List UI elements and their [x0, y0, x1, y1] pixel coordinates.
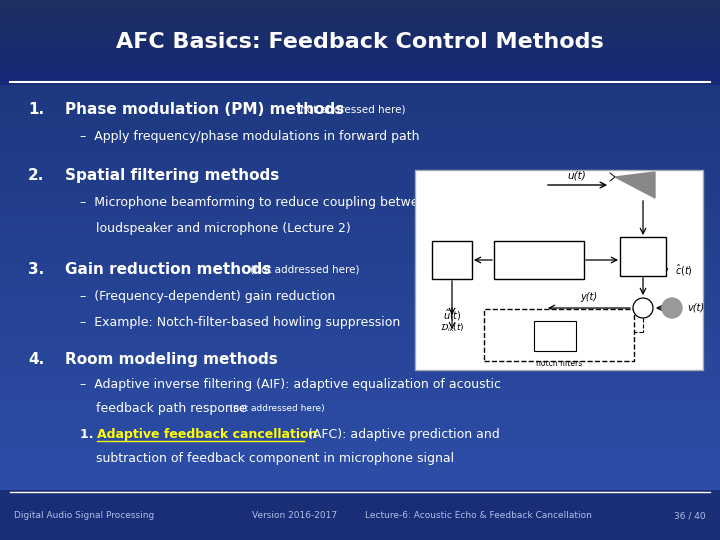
Text: feedback path response: feedback path response: [80, 402, 247, 415]
Text: Room modeling methods: Room modeling methods: [65, 352, 278, 367]
FancyBboxPatch shape: [494, 241, 584, 279]
Text: detection: detection: [518, 267, 561, 275]
Text: Spatial filtering methods: Spatial filtering methods: [65, 168, 279, 183]
Text: 3.: 3.: [28, 262, 44, 277]
Text: 2.: 2.: [28, 168, 45, 183]
Text: Version 2016-2017: Version 2016-2017: [252, 511, 337, 521]
Text: (not addressed here): (not addressed here): [247, 264, 359, 274]
Text: (AFC): adaptive prediction and: (AFC): adaptive prediction and: [304, 428, 500, 441]
Text: –  (Frequency-dependent) gain reduction: – (Frequency-dependent) gain reduction: [80, 290, 336, 303]
Text: $\hat{u}(t)$: $\hat{u}(t)$: [443, 307, 462, 322]
Text: $\mathcal{D}_{ik}(t)$: $\mathcal{D}_{ik}(t)$: [440, 322, 464, 334]
FancyBboxPatch shape: [415, 170, 703, 370]
Text: Digital Audio Signal Processing: Digital Audio Signal Processing: [14, 511, 154, 521]
Text: –  Microphone beamforming to reduce coupling between: – Microphone beamforming to reduce coupl…: [80, 196, 434, 209]
Text: r: r: [521, 323, 525, 333]
Polygon shape: [615, 172, 655, 198]
Text: loudspeaker and microphone (Lecture 2): loudspeaker and microphone (Lecture 2): [80, 222, 351, 235]
Text: 1.: 1.: [80, 428, 98, 441]
Text: bank of adjustable: bank of adjustable: [523, 352, 595, 361]
Circle shape: [633, 298, 653, 318]
Text: y(t): y(t): [580, 292, 598, 302]
Text: u(t): u(t): [567, 170, 586, 180]
FancyBboxPatch shape: [484, 309, 634, 361]
Text: 36 / 40: 36 / 40: [675, 511, 706, 521]
Text: Lecture-6: Acoustic Echo & Feedback Cancellation: Lecture-6: Acoustic Echo & Feedback Canc…: [365, 511, 592, 521]
Text: Phase modulation (PM) methods: Phase modulation (PM) methods: [65, 102, 344, 117]
Text: F: F: [637, 248, 649, 266]
Text: G: G: [445, 251, 459, 269]
Text: (not addressed here): (not addressed here): [293, 104, 405, 114]
Text: w: w: [550, 329, 560, 342]
Text: (not addressed here): (not addressed here): [224, 404, 325, 413]
Text: 1.: 1.: [28, 102, 44, 117]
Text: Adaptive feedback cancellation: Adaptive feedback cancellation: [97, 428, 318, 441]
Text: AFC Basics: Feedback Control Methods: AFC Basics: Feedback Control Methods: [116, 32, 604, 52]
Text: –  Apply frequency/phase modulations in forward path: – Apply frequency/phase modulations in f…: [80, 130, 420, 143]
Text: $\hat{c}(t)$: $\hat{c}(t)$: [675, 262, 693, 278]
Text: subtraction of feedback component in microphone signal: subtraction of feedback component in mic…: [80, 452, 454, 465]
Text: –  Adaptive inverse filtering (AIF): adaptive equalization of acoustic: – Adaptive inverse filtering (AIF): adap…: [80, 378, 501, 391]
Text: Gain reduction methods: Gain reduction methods: [65, 262, 271, 277]
Text: howling: howling: [521, 253, 557, 261]
FancyBboxPatch shape: [432, 241, 472, 279]
Text: v(t): v(t): [687, 303, 704, 313]
Text: 4.: 4.: [28, 352, 44, 367]
Text: notch filters: notch filters: [536, 359, 582, 368]
FancyBboxPatch shape: [620, 237, 666, 276]
Circle shape: [662, 298, 682, 318]
Text: –  Example: Notch-filter-based howling suppression: – Example: Notch-filter-based howling su…: [80, 316, 400, 329]
FancyBboxPatch shape: [534, 321, 576, 351]
Text: +: +: [638, 301, 648, 314]
